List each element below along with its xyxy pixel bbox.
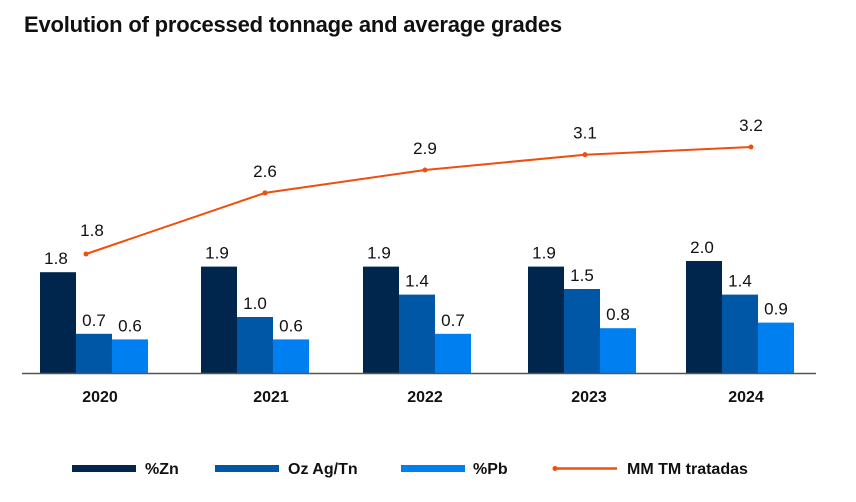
line-data-label: 1.8 — [80, 221, 104, 240]
x-tick-label: 2021 — [253, 389, 289, 406]
bar-oz-ag-tn-2020 — [76, 333, 112, 373]
bar--zn-2020 — [40, 272, 76, 373]
x-tick-label: 2023 — [571, 389, 607, 406]
x-tick-label: 2022 — [407, 389, 443, 406]
bar--zn-2023 — [528, 266, 564, 373]
line-point-2024 — [748, 144, 754, 150]
bar--pb-2020 — [112, 339, 148, 373]
legend-label: Oz Ag/Tn — [288, 461, 358, 478]
data-label: 1.9 — [532, 244, 556, 263]
bar--pb-2021 — [273, 339, 309, 373]
line-data-label: 2.9 — [413, 139, 437, 158]
legend-label: %Pb — [473, 461, 508, 478]
data-label: 1.5 — [570, 266, 594, 285]
data-label: 0.6 — [118, 316, 142, 335]
legend-label: %Zn — [145, 461, 179, 478]
legend-swatch-1 — [215, 465, 279, 472]
bar-oz-ag-tn-2024 — [722, 294, 758, 373]
line-mm-tm-tratadas — [85, 146, 752, 255]
data-label: 1.9 — [367, 244, 391, 263]
bar-oz-ag-tn-2022 — [399, 294, 435, 373]
data-label: 0.6 — [279, 316, 303, 335]
data-label: 1.4 — [728, 272, 752, 291]
data-label: 0.9 — [764, 300, 788, 319]
bar--pb-2024 — [758, 322, 794, 373]
data-label: 1.9 — [205, 244, 229, 263]
bar--zn-2022 — [363, 266, 399, 373]
line-point-2021 — [262, 190, 268, 196]
data-label: 0.7 — [441, 311, 465, 330]
bar-oz-ag-tn-2021 — [237, 317, 273, 373]
data-label: 1.4 — [405, 272, 429, 291]
chart-title: Evolution of processed tonnage and avera… — [24, 12, 562, 37]
bar--pb-2023 — [600, 328, 636, 373]
bar--pb-2022 — [435, 333, 471, 373]
data-label: 2.0 — [690, 238, 714, 257]
legend-swatch-0 — [72, 465, 136, 472]
data-label: 1.0 — [243, 294, 267, 313]
legend-label: MM TM tratadas — [627, 461, 748, 478]
data-label: 1.8 — [44, 249, 68, 268]
line-data-label: 3.2 — [739, 116, 763, 135]
legend-swatch-2 — [401, 465, 465, 472]
bar-oz-ag-tn-2023 — [564, 289, 600, 373]
bar--zn-2021 — [201, 266, 237, 373]
data-label: 0.8 — [606, 305, 630, 324]
line-data-label: 2.6 — [253, 162, 277, 181]
line-point-2020 — [83, 251, 89, 257]
x-tick-label: 2024 — [728, 389, 764, 406]
x-tick-label: 2020 — [82, 389, 118, 406]
line-point-2022 — [422, 167, 428, 173]
line-data-label: 3.1 — [573, 124, 597, 143]
bar--zn-2024 — [686, 261, 722, 373]
legend-swatch-marker — [552, 466, 558, 471]
data-label: 0.7 — [82, 311, 106, 330]
line-point-2023 — [582, 152, 588, 158]
